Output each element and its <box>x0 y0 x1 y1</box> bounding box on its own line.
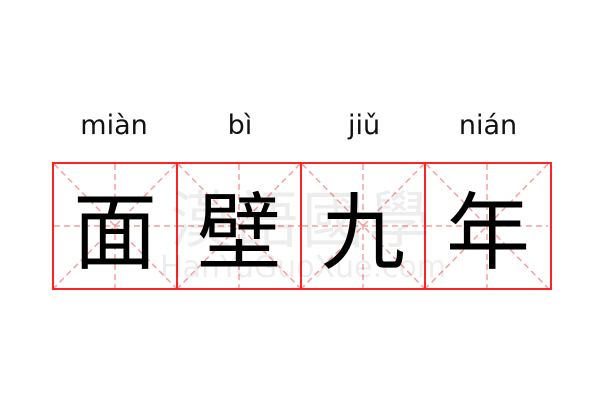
pinyin-2: bì <box>227 110 253 141</box>
guide-lines <box>426 164 548 288</box>
pinyin-4: nián <box>458 110 518 141</box>
pinyin-3: jiǔ <box>347 110 381 141</box>
character-cell: 面 <box>54 164 178 288</box>
guide-line <box>178 164 300 288</box>
character: 九 <box>320 183 405 282</box>
watermark-url: HanYuGuoXue.com <box>160 250 447 285</box>
character: 面 <box>72 183 157 282</box>
pinyin-1: miàn <box>80 110 148 141</box>
guide-line <box>178 164 300 288</box>
watermark-chinese: 漢語國學 <box>170 184 435 257</box>
character-cell: 年 <box>426 164 550 288</box>
guide-line <box>54 164 176 288</box>
guide-line <box>302 164 424 288</box>
guide-line <box>54 164 176 288</box>
guide-lines <box>54 164 176 288</box>
guide-lines <box>302 164 424 288</box>
guide-line <box>426 164 548 288</box>
guide-line <box>426 164 548 288</box>
guide-lines <box>178 164 300 288</box>
character: 年 <box>445 183 530 282</box>
guide-line <box>302 164 424 288</box>
character: 壁 <box>196 183 281 282</box>
character-cell: 壁 <box>178 164 302 288</box>
character-cell: 九 <box>302 164 426 288</box>
character-grid: 面 壁 九 年 <box>52 162 552 290</box>
